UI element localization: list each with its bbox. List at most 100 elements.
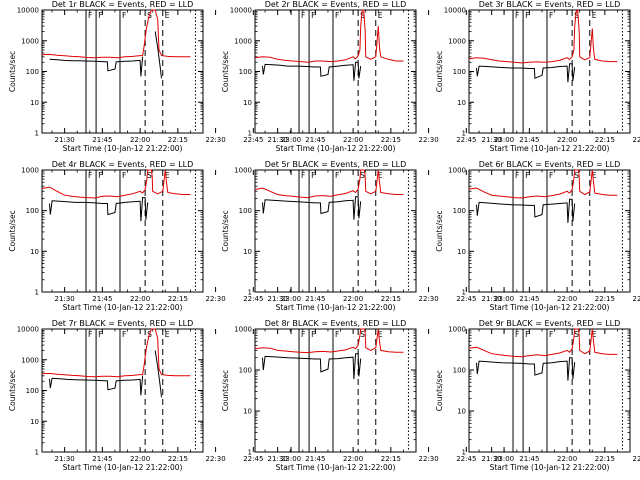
event-marker-label: F [335, 171, 339, 180]
y-tick-label: 1000 [234, 167, 252, 175]
event-marker-label: F [525, 171, 529, 180]
y-tick-label: 1 [462, 130, 466, 138]
x-tick-label: 21:45 [305, 295, 325, 303]
event-marker-label: E [592, 171, 597, 180]
x-tick-label: 23:00 [281, 455, 301, 463]
x-tick-label: 22:30 [418, 295, 438, 303]
x-tick-label: 21:45 [305, 136, 325, 144]
y-tick-label: 100 [26, 68, 39, 76]
x-tick-label: 22:15 [381, 455, 401, 463]
x-tick-label: 21:45 [519, 295, 539, 303]
y-tick-label: 1000 [21, 37, 39, 45]
x-axis-label: Start Time (10-Jan-12 21:22:00) [276, 303, 396, 312]
x-tick-label: 21:30 [482, 455, 502, 463]
y-axis-label: Counts/sec [8, 51, 17, 92]
series-line [468, 328, 618, 358]
series-line [49, 197, 149, 222]
y-axis-label: Counts/sec [435, 51, 444, 92]
event-marker-label: F [515, 171, 519, 180]
panel-title: Det 3r BLACK = Events, RED = LLD [479, 0, 621, 9]
y-tick-label: 1000 [448, 167, 466, 175]
series-line [262, 353, 362, 380]
y-tick-label: 10000 [230, 7, 252, 15]
y-tick-label: 1 [248, 289, 252, 297]
x-tick-label: 22:30 [632, 136, 640, 144]
event-marker-label: F [311, 330, 315, 339]
series-line [254, 328, 404, 354]
event-marker-label: E [592, 330, 597, 339]
detector-panel: Det 5r BLACK = Events, RED = LLD 1 10 100 10… [221, 160, 514, 312]
y-tick-label: 1 [35, 449, 39, 457]
y-axis-label: Counts/sec [435, 210, 444, 251]
y-tick-label: 1 [462, 289, 466, 297]
y-tick-label: 100 [239, 367, 252, 375]
y-tick-label: 100 [453, 367, 466, 375]
x-axis-label: Start Time (10-Jan-12 21:22:00) [490, 303, 610, 312]
y-tick-label: 1 [248, 130, 252, 138]
x-tick-label: 22:30 [205, 455, 225, 463]
y-tick-label: 1 [248, 449, 252, 457]
panel-title: Det 2r BLACK = Events, RED = LLD [265, 0, 407, 9]
event-marker-label: F [311, 11, 315, 20]
event-marker-label: F [98, 171, 102, 180]
x-tick-label: 22:00 [130, 136, 150, 144]
event-marker-label: F [515, 330, 519, 339]
y-tick-label: 100 [26, 387, 39, 395]
x-tick-label: 22:45 [243, 455, 263, 463]
series-line [49, 375, 144, 396]
x-tick-label: 22:00 [130, 455, 150, 463]
detector-panel: Det 7r BLACK = Events, RED = LLD 1 10 100 10… [8, 319, 301, 472]
y-tick-label: 100 [239, 68, 252, 76]
event-marker-label: F [525, 11, 529, 20]
event-marker-label: F [301, 171, 305, 180]
x-tick-label: 22:45 [456, 455, 476, 463]
y-tick-label: 1000 [448, 37, 466, 45]
event-marker-label: F [301, 330, 305, 339]
x-tick-label: 21:30 [55, 455, 75, 463]
x-tick-label: 21:30 [268, 136, 288, 144]
panel-title: Det 8r BLACK = Events, RED = LLD [265, 319, 407, 328]
plot-frame [254, 169, 417, 293]
x-tick-label: 21:30 [268, 455, 288, 463]
y-tick-label: 1000 [234, 37, 252, 45]
x-tick-label: 23:00 [494, 455, 514, 463]
x-tick-label: 22:30 [418, 455, 438, 463]
x-tick-label: 22:00 [343, 455, 363, 463]
x-tick-label: 22:45 [456, 295, 476, 303]
event-marker-label: S [360, 11, 365, 20]
y-tick-label: 10000 [444, 7, 466, 15]
event-marker-label: S [574, 330, 579, 339]
x-tick-label: 23:00 [281, 295, 301, 303]
x-tick-label: 22:45 [243, 136, 263, 144]
x-tick-label: 22:15 [168, 295, 188, 303]
y-tick-label: 100 [453, 207, 466, 215]
detector-panel: Det 2r BLACK = Events, RED = LLD 1 10 100 10… [221, 0, 514, 153]
x-axis-label: Start Time (10-Jan-12 21:22:00) [63, 303, 183, 312]
x-axis-label: Start Time (10-Jan-12 21:22:00) [63, 463, 183, 472]
y-axis-label: Counts/sec [8, 210, 17, 251]
detector-panel: Det 3r BLACK = Events, RED = LLD 1 10 100 10… [435, 0, 640, 153]
series-line [41, 328, 191, 378]
x-tick-label: 22:15 [595, 136, 615, 144]
event-marker-label: F [98, 11, 102, 20]
series-line [154, 350, 162, 398]
y-axis-label: Counts/sec [221, 210, 230, 251]
series-line [154, 31, 162, 79]
panel-title: Det 9r BLACK = Events, RED = LLD [479, 319, 621, 328]
y-axis-label: Counts/sec [221, 51, 230, 92]
event-marker-label: F [88, 11, 92, 20]
x-tick-label: 21:45 [519, 455, 539, 463]
y-axis-label: Counts/sec [8, 370, 17, 411]
y-tick-label: 10 [457, 248, 466, 256]
y-tick-label: 1000 [448, 326, 466, 334]
detector-panel: Det 8r BLACK = Events, RED = LLD 1 10 100 10… [221, 319, 514, 472]
x-tick-label: 22:00 [130, 295, 150, 303]
event-marker-label: F [122, 330, 126, 339]
y-tick-label: 1 [35, 289, 39, 297]
event-marker-label: F [335, 11, 339, 20]
event-marker-label: F [549, 330, 553, 339]
detector-panel: Det 9r BLACK = Events, RED = LLD 1 10 100 10… [435, 319, 640, 472]
x-tick-label: 22:15 [168, 136, 188, 144]
event-marker-label: F [525, 330, 529, 339]
